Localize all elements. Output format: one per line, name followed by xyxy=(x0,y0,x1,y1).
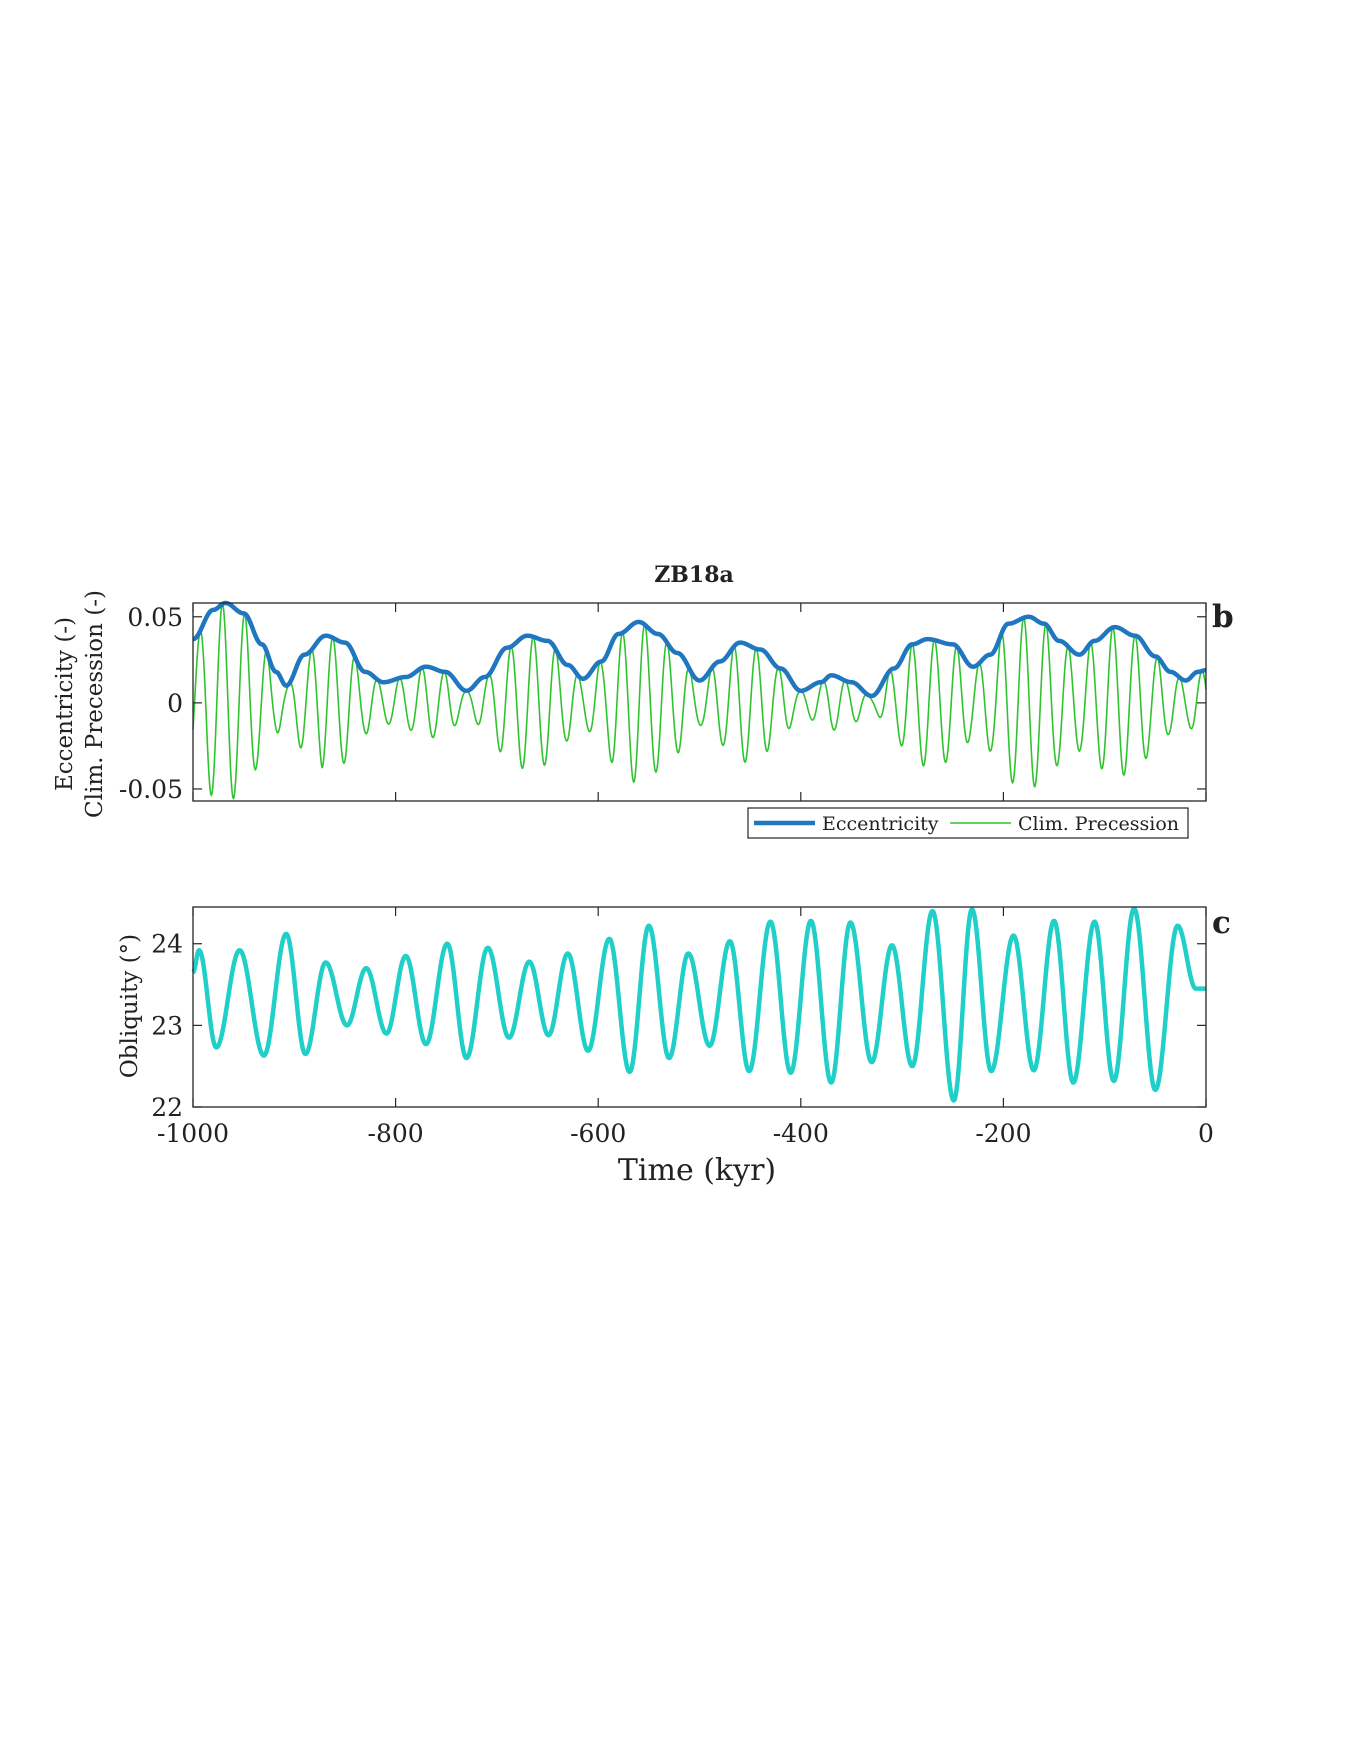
precession-line xyxy=(192,602,1207,800)
legend-precession-label: Clim. Precession xyxy=(1018,813,1179,835)
x-tick-label: -1000 xyxy=(157,1119,229,1148)
panel-c-obliquity: -1000 -800 -600 -400 -200 0 22 23 24 c Obliquity… xyxy=(117,905,1231,1188)
panel-b-label: b xyxy=(1212,599,1234,635)
x-tick-label: 0 xyxy=(1198,1119,1214,1148)
y-tick-label: 24 xyxy=(151,930,183,959)
panel-c-plot-area xyxy=(191,906,1208,1103)
chart-title: ZB18a xyxy=(654,562,734,588)
x-tick-label: -200 xyxy=(975,1119,1031,1148)
eccentricity-line xyxy=(191,600,1208,699)
panel-c-label: c xyxy=(1212,905,1231,941)
legend-eccentricity-label: Eccentricity xyxy=(822,813,939,835)
panel-b-ylabel-1: Eccentricity (-) xyxy=(52,617,78,791)
panel-c-axes: -1000 -800 -600 -400 -200 0 22 23 24 xyxy=(151,906,1214,1148)
y-tick-label: 0.05 xyxy=(127,603,183,632)
y-tick-label: 22 xyxy=(151,1093,183,1122)
legend: Eccentricity Clim. Precession xyxy=(747,807,1189,839)
y-tick-label: 23 xyxy=(151,1011,183,1040)
x-tick-label: -600 xyxy=(570,1119,626,1148)
panel-b-frame xyxy=(192,602,1207,802)
y-tick-label: 0 xyxy=(167,689,183,718)
x-tick-label: -400 xyxy=(773,1119,829,1148)
panel-b-ylabel-2: Clim. Precession (-) xyxy=(82,590,108,818)
panel-c-frame xyxy=(192,906,1207,1108)
panel-b-axes: -0.05 0 0.05 xyxy=(119,602,1207,804)
y-tick-label: -0.05 xyxy=(119,775,183,804)
panel-c-xlabel: Time (kyr) xyxy=(618,1153,776,1188)
panel-b-plot-area xyxy=(191,600,1208,800)
panel-c-ylabel: Obliquity (°) xyxy=(117,934,143,1078)
panel-b-eccentricity-precession: -0.05 0 0.05 b Eccentricity (-) Clim. Prec… xyxy=(52,590,1234,839)
x-tick-label: -800 xyxy=(368,1119,424,1148)
obliquity-line xyxy=(191,906,1208,1103)
